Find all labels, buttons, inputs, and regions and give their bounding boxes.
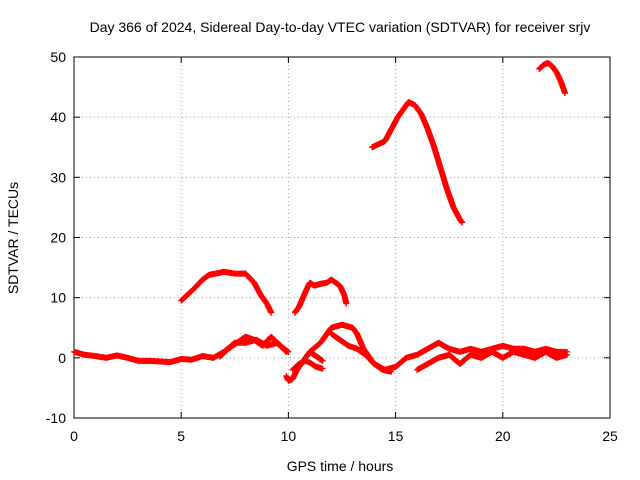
y-tick-label: 40 (50, 109, 66, 125)
x-axis-label: GPS time / hours (287, 458, 394, 474)
y-tick-label: 10 (50, 290, 66, 306)
data-point (285, 348, 292, 355)
y-tick-label: 20 (50, 230, 66, 246)
series-baseline-late-b (414, 348, 571, 373)
data-point (268, 309, 275, 316)
x-tick-label: 0 (70, 428, 78, 444)
data-point (564, 351, 571, 358)
series-dip-10h-b (289, 357, 326, 373)
y-tick-label: 30 (50, 169, 66, 185)
x-tick-label: 20 (495, 428, 511, 444)
x-tick-label: 25 (602, 428, 618, 444)
series-arc-14h-18h (369, 99, 466, 226)
data-point (561, 90, 568, 97)
data-point (319, 357, 326, 364)
x-tick-label: 5 (177, 428, 185, 444)
y-tick-label: 0 (58, 350, 66, 366)
series-arc-5h-9h (178, 268, 275, 316)
y-tick-label: -10 (46, 410, 66, 426)
series-arc-22h-23h (536, 60, 568, 97)
series-arc-10h-12h (291, 276, 350, 316)
y-tick-label: 50 (50, 49, 66, 65)
data-points (71, 60, 571, 384)
series-baseline-late (381, 339, 571, 373)
data-point (459, 219, 466, 226)
x-tick-label: 15 (388, 428, 404, 444)
data-point (343, 300, 350, 307)
series-baseline-early-b (216, 333, 292, 360)
data-point (319, 365, 326, 372)
y-axis-label: SDTVAR / TECUs (5, 182, 21, 294)
chart-title: Day 366 of 2024, Sidereal Day-to-day VTE… (90, 19, 591, 35)
x-tick-label: 10 (281, 428, 297, 444)
